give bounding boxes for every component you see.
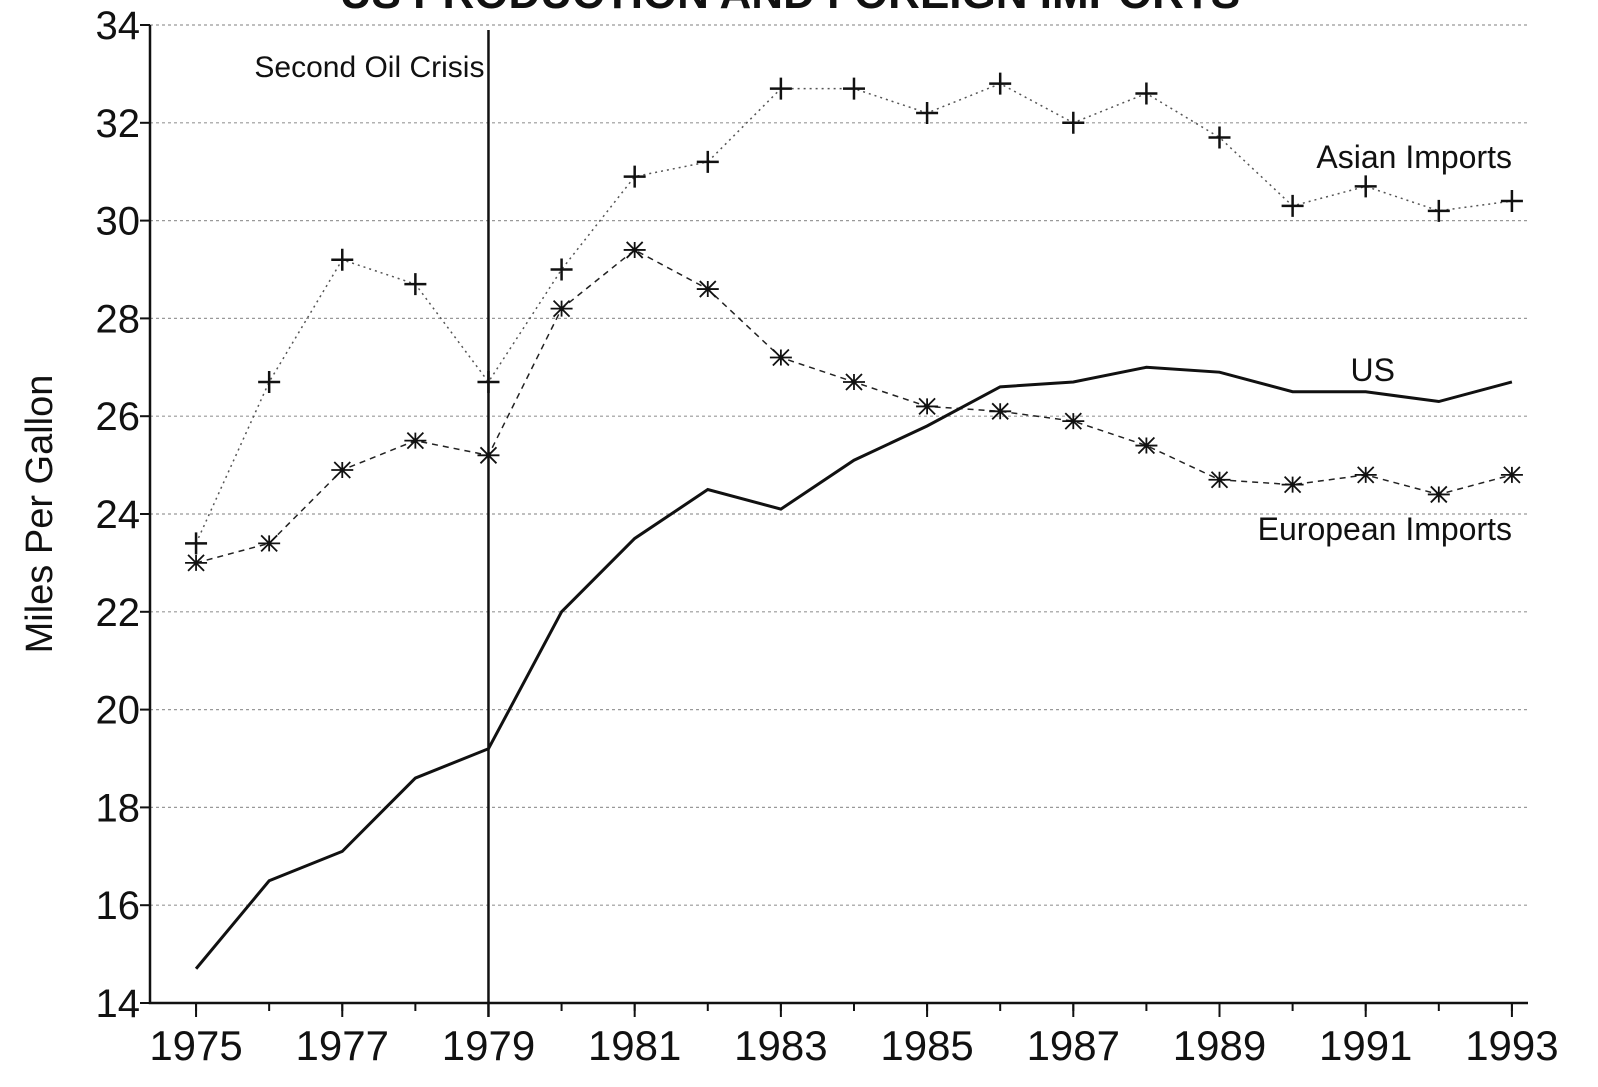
- series-label: US: [1351, 352, 1395, 388]
- series-line: [194, 365, 1513, 970]
- y-axis-label: Miles Per Gallon: [19, 375, 61, 654]
- y-tick-label: 34: [96, 4, 141, 48]
- series-line: [195, 82, 1513, 544]
- marker: [1354, 175, 1377, 198]
- chart-title: US PRODUCTION AND FOREIGN IMPORTS: [340, 0, 1240, 18]
- y-tick-label: 28: [96, 297, 141, 341]
- marker: [550, 299, 573, 318]
- marker: [1354, 466, 1377, 484]
- marker: [1135, 436, 1158, 455]
- y-tick-label: 20: [96, 689, 141, 733]
- y-tick-label: 30: [96, 200, 141, 244]
- marker: [404, 273, 427, 296]
- y-tick-label: 32: [96, 102, 141, 146]
- marker: [842, 77, 865, 100]
- axes: [148, 25, 1528, 1005]
- x-tick-label: 1975: [149, 1022, 242, 1069]
- marker: [550, 258, 573, 281]
- y-tick-label: 16: [96, 884, 141, 928]
- series-label: European Imports: [1258, 511, 1512, 547]
- x-tick-label: 1991: [1319, 1022, 1412, 1069]
- marker: [1281, 476, 1304, 494]
- marker: [989, 402, 1012, 420]
- marker: [1208, 126, 1231, 149]
- x-tick-label: 1977: [296, 1022, 389, 1069]
- marker: [331, 461, 354, 479]
- y-tick-label: 22: [96, 591, 141, 635]
- marker: [769, 77, 792, 100]
- marker: [916, 102, 939, 125]
- marker: [989, 72, 1012, 95]
- y-tick-label: 18: [96, 786, 141, 830]
- marker: [477, 370, 500, 393]
- marker: [696, 150, 719, 173]
- marker: [1427, 485, 1450, 504]
- x-tick-label: 1979: [442, 1022, 535, 1069]
- marker: [1062, 412, 1085, 430]
- x-tick-label: 1987: [1027, 1022, 1120, 1069]
- marker: [1135, 82, 1158, 105]
- marker: [916, 397, 939, 416]
- y-tick-label: 24: [96, 493, 141, 537]
- annotation-text: Second Oil Crisis: [254, 51, 484, 84]
- marker: [404, 432, 427, 450]
- y-tick-label: 26: [96, 395, 141, 439]
- marker: [1500, 466, 1523, 484]
- marker: [331, 248, 354, 271]
- marker: [1500, 190, 1523, 213]
- y-tick-label: 14: [96, 982, 141, 1026]
- marker: [696, 280, 719, 298]
- marker: [623, 165, 646, 188]
- marker: [258, 534, 281, 552]
- marker: [1427, 199, 1450, 222]
- x-tick-label: 1981: [588, 1022, 681, 1069]
- x-tick-label: 1985: [880, 1022, 973, 1069]
- marker: [842, 373, 865, 391]
- marker: [623, 241, 646, 259]
- marker: [1062, 111, 1085, 134]
- x-tick-label: 1989: [1173, 1022, 1266, 1069]
- marker: [769, 348, 792, 367]
- x-tick-label: 1993: [1465, 1022, 1558, 1069]
- x-tick-label: 1983: [734, 1022, 827, 1069]
- series-label: Asian Imports: [1316, 139, 1512, 175]
- marker: [1281, 194, 1304, 217]
- marker: [185, 554, 208, 572]
- marker: [258, 370, 281, 393]
- marker: [477, 446, 500, 464]
- marker: [1208, 471, 1231, 489]
- marker: [185, 532, 208, 555]
